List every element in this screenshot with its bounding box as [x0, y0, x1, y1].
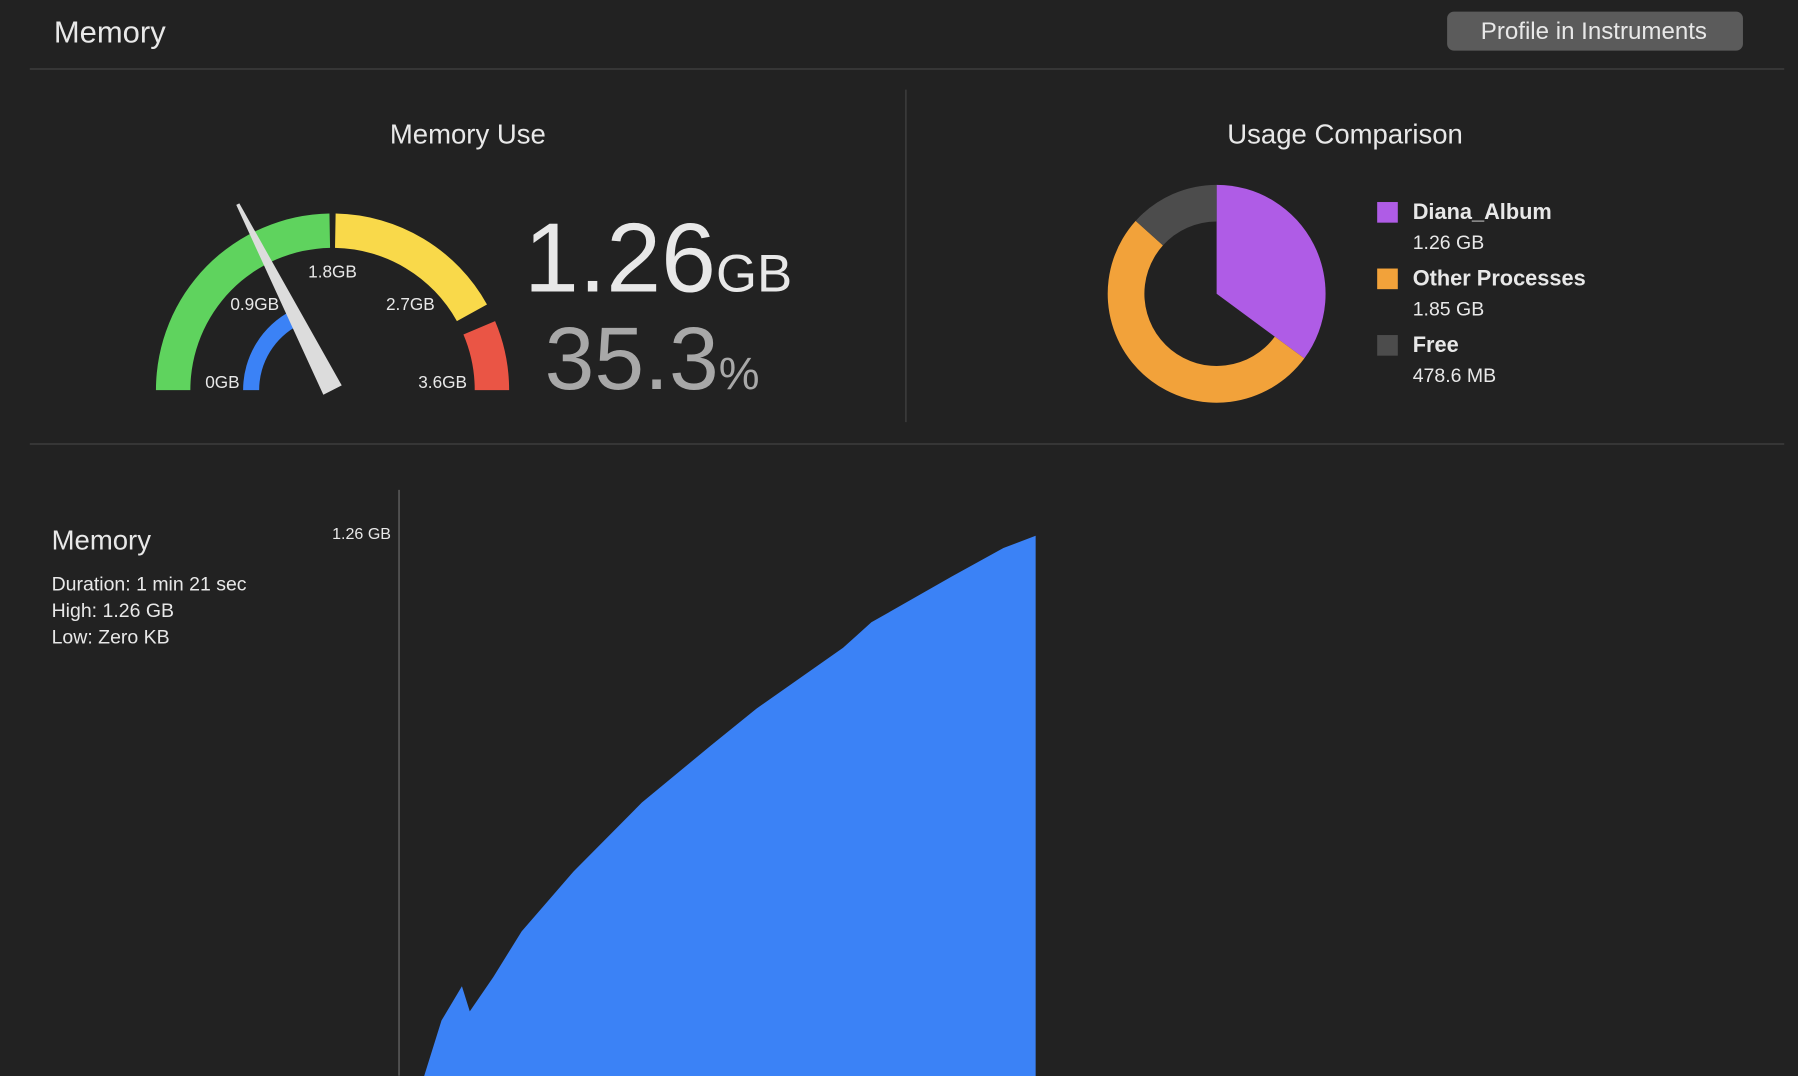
legend-swatch	[1377, 202, 1398, 223]
gauge-zone	[335, 213, 487, 322]
gauge-tick-label: 3.6GB	[418, 372, 467, 392]
legend-value: 1.85 GB	[1413, 299, 1485, 321]
memory-number: 1.26	[524, 202, 716, 312]
y-tick-label: 1.26 GB	[332, 525, 391, 543]
pie-slice	[1216, 184, 1326, 359]
legend-name: Diana_Album	[1413, 199, 1552, 224]
memory-area	[424, 535, 1036, 1076]
memory-value: 1.26GB	[524, 202, 792, 312]
memory-unit: GB	[716, 244, 792, 303]
chart-info: Duration: 1 min 21 sec	[52, 574, 247, 596]
gauge-tick-label: 0.9GB	[230, 294, 279, 314]
legend-swatch	[1377, 335, 1398, 356]
chart-info: Low: Zero KB	[52, 626, 170, 648]
legend-name: Free	[1413, 332, 1459, 357]
page-title: Memory	[54, 15, 166, 50]
percent-number: 35.3	[545, 308, 719, 408]
panel-title: Usage Comparison	[1227, 119, 1463, 150]
chart-info: High: 1.26 GB	[52, 600, 174, 622]
pie-slice	[1107, 220, 1305, 403]
legend-value: 1.26 GB	[1413, 232, 1485, 254]
profile-button[interactable]	[1447, 11, 1743, 51]
legend-name: Other Processes	[1413, 266, 1586, 291]
profile-button-label[interactable]: Profile in Instruments	[1481, 18, 1707, 45]
gauge-zone	[155, 213, 331, 391]
percent-value: 35.3%	[545, 308, 760, 408]
panel-title: Memory Use	[390, 119, 546, 150]
chart-title: Memory	[52, 524, 152, 555]
gauge-needle	[236, 203, 342, 395]
gauge-tick-label: 0GB	[205, 372, 239, 392]
pie-slice	[1135, 184, 1217, 246]
legend-value: 478.6 MB	[1413, 365, 1496, 387]
legend-swatch	[1377, 268, 1398, 290]
gauge-tick-label: 2.7GB	[386, 294, 435, 314]
gauge-usage-arc	[243, 310, 300, 391]
gauge-zone	[463, 321, 510, 391]
gauge-tick-label: 1.8GB	[308, 262, 357, 282]
percent-unit: %	[719, 347, 760, 399]
